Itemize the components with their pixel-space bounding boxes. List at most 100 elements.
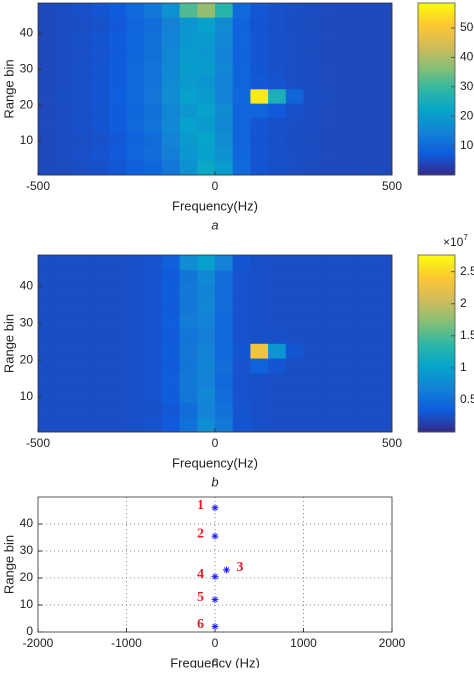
heatmap-cell	[232, 299, 251, 315]
heatmap-cell	[91, 160, 110, 176]
heatmap-cell	[215, 387, 233, 403]
colorbar-tick-label: 2	[460, 296, 467, 310]
heatmap-cell	[91, 89, 110, 104]
heatmap-cell	[250, 103, 269, 118]
heatmap-cell	[268, 17, 287, 32]
heatmap-cell	[232, 17, 251, 32]
heatmap-cell	[356, 103, 375, 118]
heatmap-cell	[250, 402, 269, 418]
heatmap-cell	[338, 387, 357, 403]
heatmap-cell	[144, 132, 163, 147]
heatmap-cell	[161, 103, 180, 118]
heatmap-cell	[197, 328, 216, 344]
colorbar-segment	[418, 60, 455, 64]
x-tick-label: 0	[212, 636, 219, 650]
heatmap-cell	[215, 343, 233, 359]
heatmap-cell	[285, 74, 304, 90]
heatmap-cell	[179, 314, 198, 330]
heatmap-cell	[321, 46, 340, 61]
colorbar-segment	[418, 5, 455, 10]
heatmap-cell	[73, 314, 92, 330]
heatmap-cell	[161, 3, 180, 18]
heatmap-cell	[91, 328, 110, 344]
heatmap-cell	[374, 31, 393, 47]
heatmap-cell	[197, 284, 216, 300]
heatmap-cell	[303, 17, 322, 32]
heatmap-cell	[38, 31, 56, 47]
x-tick-label: 0	[212, 179, 219, 193]
heatmap-cell	[161, 284, 180, 300]
marker-stroke	[212, 573, 218, 580]
heatmap-cell	[197, 299, 216, 315]
heatmap-cell	[321, 343, 340, 359]
marker-stroke	[223, 567, 230, 573]
scatter-point	[211, 532, 219, 540]
heatmap-cell	[356, 3, 375, 18]
heatmap-cell	[232, 103, 251, 118]
colorbar-segment	[418, 296, 455, 300]
heatmap-cell	[73, 60, 92, 75]
heatmap-cell	[303, 373, 322, 389]
heatmap-cell	[356, 299, 375, 315]
heatmap-cell	[179, 17, 198, 32]
heatmap-cell	[338, 117, 357, 133]
heatmap-cell	[285, 417, 304, 433]
heatmap-cell	[338, 3, 357, 18]
heatmap-cell	[73, 402, 92, 418]
colorbar-tick-label: 1	[460, 360, 467, 374]
heatmap-cell	[144, 284, 163, 300]
colorbar-segment	[418, 420, 455, 424]
colorbar-segment	[418, 129, 455, 133]
heatmap-cell	[232, 387, 251, 403]
heatmap-cell	[338, 284, 357, 300]
heatmap-cell	[55, 358, 74, 374]
heatmap-cell	[38, 60, 56, 75]
heatmap-cell	[144, 17, 163, 32]
heatmap-cell	[285, 387, 304, 403]
heatmap-cell	[356, 328, 375, 344]
colorbar-segment	[418, 34, 455, 38]
heatmap-cell	[374, 314, 393, 330]
heatmap-cell	[338, 31, 357, 47]
heatmap-cell	[321, 284, 340, 300]
heatmap-cell	[38, 358, 56, 374]
heatmap-cell	[144, 269, 163, 285]
heatmap-cell	[303, 132, 322, 147]
heatmap-cell	[250, 117, 269, 133]
colorbar-segment	[418, 390, 455, 395]
heatmap-cell	[215, 160, 233, 176]
heatmap-cell	[161, 358, 180, 374]
heatmap-cell	[38, 3, 56, 18]
heatmap-cell	[232, 269, 251, 285]
heatmap-cell	[215, 31, 233, 47]
heatmap-cell	[179, 402, 198, 418]
heatmap-cell	[73, 17, 92, 32]
heatmap-cell	[321, 417, 340, 433]
heatmap-cell	[268, 417, 287, 433]
colorbar-segment	[418, 48, 455, 53]
heatmap-cell	[356, 343, 375, 359]
heatmap-cell	[285, 402, 304, 418]
heatmap-cell	[179, 269, 198, 285]
point-label: 1	[197, 498, 204, 513]
x-tick-label: -500	[26, 436, 50, 450]
heatmap-cell	[73, 387, 92, 403]
y-tick-label: 20	[20, 570, 34, 584]
colorbar-segment	[418, 94, 455, 99]
heatmap-cell	[374, 103, 393, 118]
heatmap-cell	[144, 74, 163, 90]
colorbar-segment	[418, 375, 455, 380]
colorbar-segment	[418, 319, 455, 324]
heatmap-cell	[38, 269, 56, 285]
heatmap-cell	[144, 103, 163, 118]
heatmap-cell	[197, 402, 216, 418]
heatmap-cell	[179, 132, 198, 147]
heatmap-cell	[338, 373, 357, 389]
heatmap-cell	[38, 314, 56, 330]
heatmap-cell	[250, 160, 269, 176]
scatter-point	[211, 623, 219, 631]
heatmap-cell	[215, 328, 233, 344]
heatmap-cell	[338, 299, 357, 315]
heatmap-cell	[179, 328, 198, 344]
heatmap-cell	[268, 387, 287, 403]
